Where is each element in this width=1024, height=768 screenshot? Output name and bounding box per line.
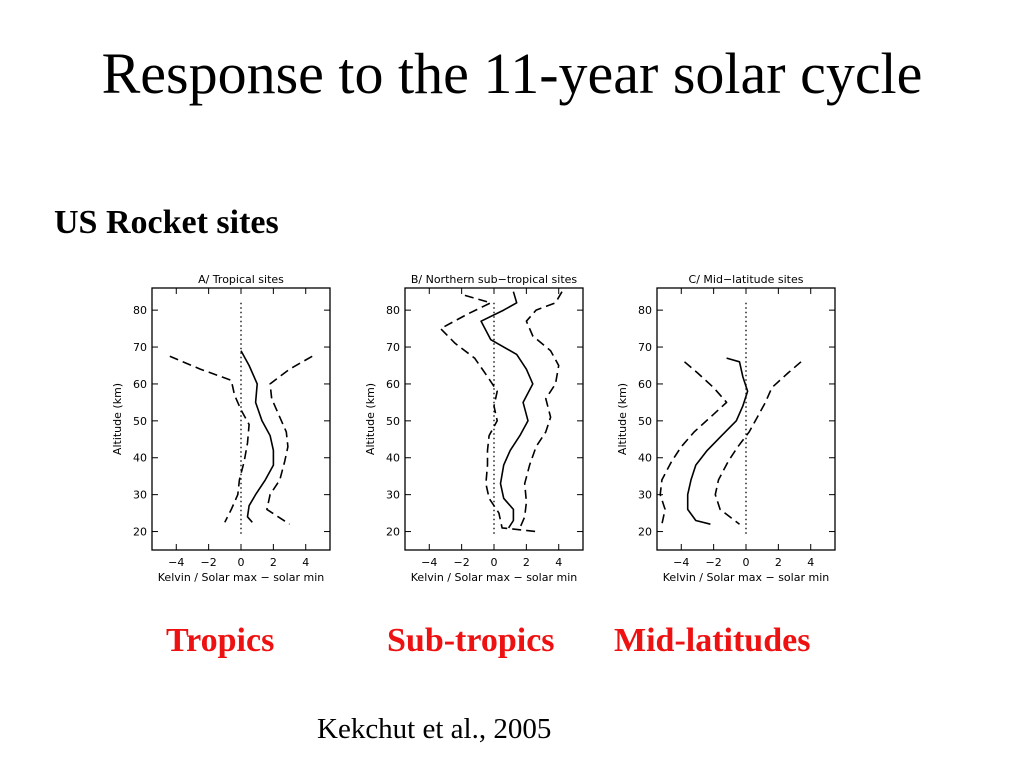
x-tick-label: 4 (302, 556, 309, 569)
y-tick-label: 40 (133, 452, 147, 465)
y-axis-label: Altitude (km) (111, 383, 124, 455)
uncertainty-bound-line (439, 294, 537, 533)
x-tick-label: 4 (555, 556, 562, 569)
y-tick-label: 70 (133, 341, 147, 354)
uncertainty-bound-line (714, 361, 802, 525)
region-label-sub-tropics: Sub-tropics (387, 622, 555, 659)
y-tick-label: 30 (133, 489, 147, 502)
x-tick-label: −2 (454, 556, 470, 569)
x-tick-label: −4 (421, 556, 437, 569)
y-tick-label: 30 (638, 489, 652, 502)
temperature-response-line (240, 350, 275, 523)
y-tick-label: 80 (386, 304, 400, 317)
y-tick-label: 50 (133, 415, 147, 428)
y-tick-label: 80 (133, 304, 147, 317)
y-tick-label: 30 (386, 489, 400, 502)
x-axis-label: Kelvin / Solar max − solar min (663, 571, 829, 584)
slide-subtitle: US Rocket sites (54, 204, 279, 241)
x-tick-label: 2 (270, 556, 277, 569)
y-tick-label: 60 (638, 378, 652, 391)
x-tick-label: 0 (743, 556, 750, 569)
x-tick-label: 2 (775, 556, 782, 569)
x-tick-label: 0 (238, 556, 245, 569)
uncertainty-bound-line (659, 361, 728, 525)
y-tick-label: 20 (386, 526, 400, 539)
chart-title: B/ Northern sub−tropical sites (411, 273, 578, 286)
y-tick-label: 60 (386, 378, 400, 391)
chart-title: C/ Mid−latitude sites (689, 273, 804, 286)
chart-title: A/ Tropical sites (198, 273, 284, 286)
uncertainty-bound-line (266, 355, 313, 525)
region-label-mid-latitudes: Mid-latitudes (614, 622, 811, 659)
x-axis-label: Kelvin / Solar max − solar min (158, 571, 324, 584)
x-tick-label: 4 (807, 556, 814, 569)
x-tick-label: −4 (673, 556, 689, 569)
y-tick-label: 70 (386, 341, 400, 354)
chart-panel: A/ Tropical sites −4 −2 0 2 4 20 30 40 50 60 70 80 Ke… (111, 273, 331, 584)
y-tick-label: 60 (133, 378, 147, 391)
x-tick-label: 2 (523, 556, 530, 569)
y-tick-label: 20 (133, 526, 147, 539)
temperature-response-line (480, 291, 534, 529)
chart-panel: B/ Northern sub−tropical sites −4 −2 0 2 4 20 3… (364, 273, 584, 584)
y-tick-label: 80 (638, 304, 652, 317)
y-tick-label: 70 (638, 341, 652, 354)
x-tick-label: −4 (168, 556, 184, 569)
x-axis-label: Kelvin / Solar max − solar min (411, 571, 577, 584)
x-tick-label: −2 (201, 556, 217, 569)
y-tick-label: 40 (638, 452, 652, 465)
y-axis-label: Altitude (km) (616, 383, 629, 455)
slide-title: Response to the 11-year solar cycle (101, 41, 923, 106)
y-tick-label: 50 (638, 415, 652, 428)
x-tick-label: 0 (491, 556, 498, 569)
chart-panel: C/ Mid−latitude sites −4 −2 0 2 4 20 30 40 50 60 70… (616, 273, 836, 584)
uncertainty-bound-line (169, 355, 250, 523)
region-label-tropics: Tropics (166, 622, 275, 659)
y-tick-label: 50 (386, 415, 400, 428)
y-tick-label: 20 (638, 526, 652, 539)
temperature-response-line (686, 357, 749, 525)
y-tick-label: 40 (386, 452, 400, 465)
x-tick-label: −2 (706, 556, 722, 569)
y-axis-label: Altitude (km) (364, 383, 377, 455)
uncertainty-bound-line (519, 291, 563, 529)
citation: Kekchut et al., 2005 (317, 713, 552, 745)
